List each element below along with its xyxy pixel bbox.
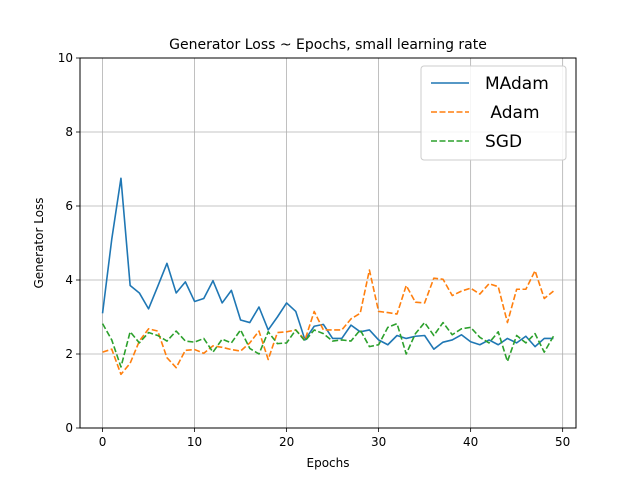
plot-frame bbox=[79, 57, 577, 429]
series-line-madam bbox=[101, 177, 554, 350]
series-line-adam bbox=[102, 269, 554, 376]
series-line-sgd bbox=[101, 321, 555, 368]
x-tick-label: 50 bbox=[555, 435, 570, 449]
y-tick-label: 0 bbox=[65, 421, 73, 435]
legend-label-madam: MAdam bbox=[485, 74, 549, 94]
y-tick-label: 6 bbox=[65, 199, 73, 213]
y-axis-label: Generator Loss bbox=[32, 197, 46, 288]
x-tick-label: 40 bbox=[463, 435, 478, 449]
x-tick-label: 0 bbox=[99, 435, 107, 449]
legend-box bbox=[420, 65, 567, 161]
chart-title: Generator Loss ~ Epochs, small learning … bbox=[169, 37, 487, 53]
x-tick-label: 30 bbox=[371, 435, 386, 449]
x-tick-label: 10 bbox=[187, 435, 202, 449]
y-tick-label: 8 bbox=[65, 125, 73, 139]
legend: MAdam Adam SGD bbox=[420, 65, 567, 161]
axis-ticks: 0 10 20 30 40 50 0 2 4 6 8 10 bbox=[58, 51, 571, 449]
x-tick-label: 20 bbox=[279, 435, 294, 449]
y-tick-label: 2 bbox=[65, 347, 73, 361]
legend-label-sgd: SGD bbox=[485, 132, 522, 152]
legend-label-adam: Adam bbox=[485, 103, 540, 123]
y-tick-label: 4 bbox=[65, 273, 73, 287]
x-axis-label: Epochs bbox=[307, 456, 350, 470]
series-lines bbox=[101, 177, 555, 376]
y-tick-label: 10 bbox=[58, 51, 73, 65]
